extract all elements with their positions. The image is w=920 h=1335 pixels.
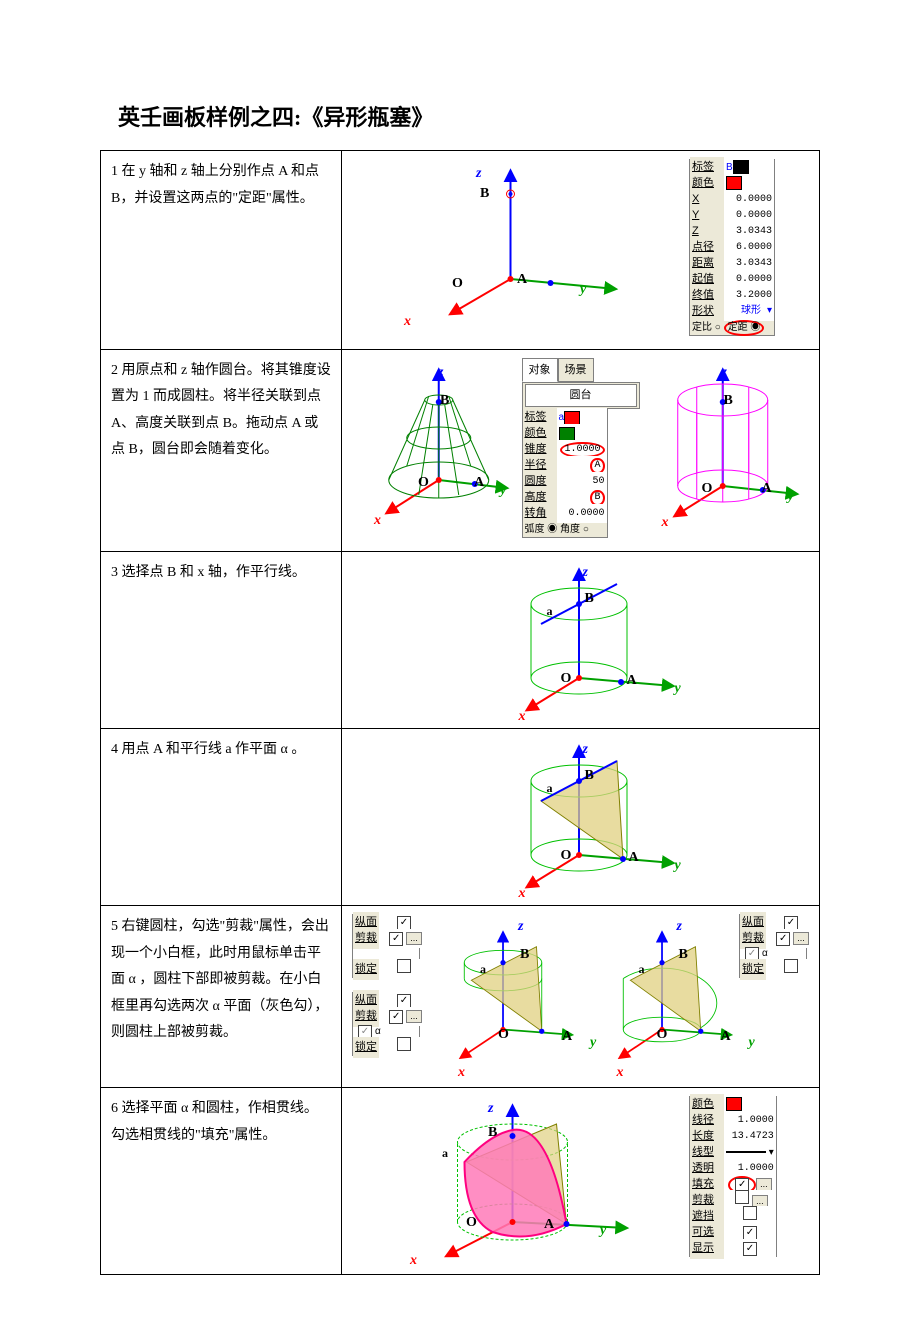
step-text: 2 用原点和 z 轴作圆台。将其锥度设置为 1 而成圆柱。将半径关联到点 A、高…	[101, 349, 342, 551]
step-figure: 纵面剪裁...锁定 纵面剪裁...✓α锁定	[342, 905, 820, 1087]
tab-scene[interactable]: 场景	[558, 358, 594, 383]
clip-panel[interactable]: 纵面剪裁...✓α锁定	[352, 992, 420, 1056]
step-text: 5 右键圆柱，勾选"剪裁"属性，会出现一个小白框，此时用鼠标单击平面 α ，圆柱…	[101, 905, 342, 1087]
tab-object[interactable]: 对象	[522, 358, 558, 383]
origin-label: O	[418, 470, 429, 497]
page-title: 英壬画板样例之四:《异形瓶塞》	[118, 100, 820, 132]
step-figure: O x y z A B a	[342, 551, 820, 728]
step-text: 3 选择点 B 和 x 轴，作平行线。	[101, 551, 342, 728]
clip-panel[interactable]: 纵面剪裁...锁定	[352, 914, 420, 978]
clip-panel[interactable]: 纵面剪裁...✓α锁定	[739, 914, 807, 978]
properties-panel[interactable]: 标签 B颜色X0.0000Y0.0000Z3.0343点径6.0000距离3.0…	[689, 159, 775, 336]
x-axis-label: x	[404, 309, 411, 336]
point-A-label: A	[517, 267, 527, 294]
object-type-dropdown[interactable]: 圆台	[522, 382, 640, 409]
step-text: 4 用点 A 和平行线 a 作平面 α 。	[101, 728, 342, 905]
origin-label: O	[452, 271, 463, 298]
properties-panel[interactable]: 标签 a颜色锥度1.0000半径A圆度50高度B转角0.0000弧度 ◉ 角度 …	[522, 409, 608, 538]
step-figure: O x y z A B 标签 B颜色X0.0000Y0.0000Z3.0343点…	[342, 151, 820, 350]
steps-table: 1 在 y 轴和 z 轴上分别作点 A 和点 B，并设置这两点的"定距"属性。	[100, 150, 820, 1275]
step-figure: O x y z A B a	[342, 728, 820, 905]
properties-panel[interactable]: 颜色线径1.0000长度13.4723线型 ▾透明1.0000填充...剪裁..…	[689, 1096, 777, 1257]
line-a-label: a	[547, 600, 553, 623]
step-text: 1 在 y 轴和 z 轴上分别作点 A 和点 B，并设置这两点的"定距"属性。	[101, 151, 342, 350]
panel-tabs[interactable]: 对象 场景	[522, 358, 640, 383]
step-figure: O x y z A B 对象 场景 圆台	[342, 349, 820, 551]
point-B-label: B	[480, 181, 489, 208]
y-axis-label: y	[580, 277, 586, 304]
step-text: 6 选择平面 α 和圆柱，作相贯线。勾选相贯线的"填充"属性。	[101, 1087, 342, 1274]
step-figure: O x y z A B a 颜色线径1.0000长度13.4723线型 ▾透明1…	[342, 1087, 820, 1274]
